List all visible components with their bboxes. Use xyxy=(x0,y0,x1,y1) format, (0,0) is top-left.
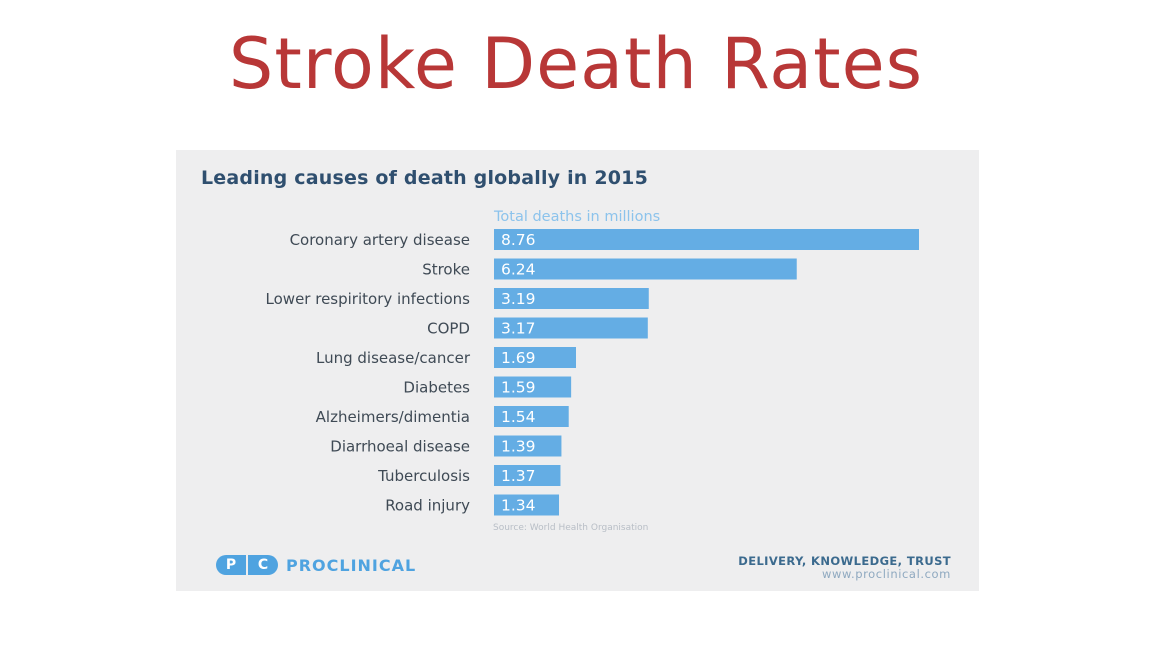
value-label-5: 1.59 xyxy=(501,379,536,397)
value-label-4: 1.69 xyxy=(501,349,536,367)
logo-mark-icon: P C xyxy=(216,555,278,575)
logo-text: PROCLINICAL xyxy=(286,555,417,575)
website-url: www.proclinical.com xyxy=(821,567,951,581)
value-label-9: 1.34 xyxy=(501,497,536,515)
proclinical-logo: P C PROCLINICAL xyxy=(216,554,416,576)
chart-title: Leading causes of death globally in 2015 xyxy=(201,167,649,189)
category-label-4: Lung disease/cancer xyxy=(316,349,471,367)
x-axis-label: Total deaths in millions xyxy=(493,209,660,225)
bar-1 xyxy=(494,258,797,280)
slide-title: Stroke Death Rates xyxy=(228,23,924,105)
bar-6 xyxy=(494,406,569,427)
value-label-3: 3.17 xyxy=(501,320,536,338)
value-label-0: 8.76 xyxy=(501,231,536,249)
category-label-9: Road injury xyxy=(385,497,470,515)
bar-9 xyxy=(494,494,560,516)
category-label-7: Diarrhoeal disease xyxy=(330,438,470,456)
bar-0 xyxy=(494,229,919,250)
source-note: Source: World Health Organisation xyxy=(493,523,649,533)
logo-mark-c: C xyxy=(248,555,278,575)
category-label-8: Tuberculosis xyxy=(377,467,470,485)
bar-3 xyxy=(494,317,648,339)
category-label-6: Alzheimers/dimentia xyxy=(316,408,470,426)
value-label-6: 1.54 xyxy=(501,408,536,426)
value-label-1: 6.24 xyxy=(501,261,536,279)
category-label-2: Lower respiritory infections xyxy=(266,290,471,308)
logo-mark-p: P xyxy=(216,555,246,575)
value-label-7: 1.39 xyxy=(501,438,536,456)
bar-2 xyxy=(494,288,649,309)
bar-chart: Total deaths in millions Coronary artery … xyxy=(266,209,919,516)
bar-5 xyxy=(494,376,572,398)
bar-7 xyxy=(494,435,562,457)
category-label-0: Coronary artery disease xyxy=(290,231,470,249)
category-label-5: Diabetes xyxy=(403,379,470,397)
value-label-8: 1.37 xyxy=(501,467,536,485)
bar-8 xyxy=(494,465,561,486)
tagline: DELIVERY, KNOWLEDGE, TRUST xyxy=(738,554,951,568)
bar-4 xyxy=(494,347,576,368)
infographic-panel: Leading causes of death globally in 2015… xyxy=(176,150,979,591)
category-label-3: COPD xyxy=(427,320,470,338)
category-label-1: Stroke xyxy=(422,261,470,279)
value-label-2: 3.19 xyxy=(501,290,536,308)
